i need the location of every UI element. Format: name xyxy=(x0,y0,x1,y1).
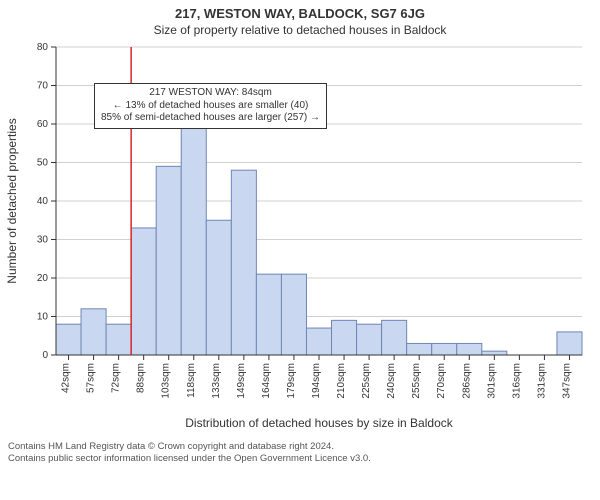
bar xyxy=(81,309,106,355)
annotation-box: 217 WESTON WAY: 84sqm← 13% of detached h… xyxy=(94,83,327,129)
svg-text:20: 20 xyxy=(37,273,49,284)
chart-container: 0 10 20 30 40 50 60 70 80 42sqm 57sqm 72sqm 88sqm 103… xyxy=(0,37,600,437)
bar xyxy=(256,274,281,355)
page-title: 217, WESTON WAY, BALDOCK, SG7 6JG xyxy=(0,6,600,21)
svg-text:331sqm: 331sqm xyxy=(536,363,547,399)
bar xyxy=(382,320,407,355)
bar xyxy=(332,320,357,355)
svg-text:179sqm: 179sqm xyxy=(286,363,297,399)
svg-text:164sqm: 164sqm xyxy=(261,363,272,399)
footer-line-1: Contains HM Land Registry data © Crown c… xyxy=(8,441,592,453)
bar xyxy=(432,343,457,355)
svg-text:301sqm: 301sqm xyxy=(486,363,497,399)
svg-text:50: 50 xyxy=(37,158,49,169)
bar xyxy=(457,343,482,355)
svg-text:240sqm: 240sqm xyxy=(386,363,397,399)
x-axis-label: Distribution of detached houses by size … xyxy=(185,416,453,430)
bar xyxy=(106,324,131,355)
svg-text:42sqm: 42sqm xyxy=(61,363,72,393)
svg-text:270sqm: 270sqm xyxy=(436,363,447,399)
svg-text:70: 70 xyxy=(37,81,49,92)
bar xyxy=(306,328,331,355)
bar xyxy=(557,332,582,355)
bar xyxy=(56,324,81,355)
svg-text:57sqm: 57sqm xyxy=(86,363,97,393)
svg-text:60: 60 xyxy=(37,119,49,130)
attribution-footer: Contains HM Land Registry data © Crown c… xyxy=(0,437,600,466)
bar xyxy=(131,228,156,355)
bar xyxy=(231,170,256,355)
svg-text:210sqm: 210sqm xyxy=(336,363,347,399)
y-axis-label: Number of detached properties xyxy=(5,118,19,283)
annotation-line: 217 WESTON WAY: 84sqm xyxy=(101,87,320,100)
svg-text:225sqm: 225sqm xyxy=(361,363,372,399)
svg-text:40: 40 xyxy=(37,196,49,207)
bar xyxy=(407,343,432,355)
bar xyxy=(281,274,306,355)
bar xyxy=(357,324,382,355)
svg-text:149sqm: 149sqm xyxy=(236,363,247,399)
footer-line-2: Contains public sector information licen… xyxy=(8,453,592,465)
svg-text:118sqm: 118sqm xyxy=(186,363,197,398)
svg-text:30: 30 xyxy=(37,235,49,246)
chart-header: 217, WESTON WAY, BALDOCK, SG7 6JG Size o… xyxy=(0,0,600,37)
annotation-line: ← 13% of detached houses are smaller (40… xyxy=(101,100,320,113)
bar xyxy=(206,220,231,355)
svg-text:10: 10 xyxy=(37,312,49,323)
svg-text:133sqm: 133sqm xyxy=(211,363,222,399)
svg-text:316sqm: 316sqm xyxy=(511,363,522,399)
svg-text:103sqm: 103sqm xyxy=(161,363,172,399)
chart-subtitle: Size of property relative to detached ho… xyxy=(0,23,600,37)
svg-text:88sqm: 88sqm xyxy=(136,363,147,393)
bar xyxy=(482,351,507,355)
bar xyxy=(156,166,181,355)
bar xyxy=(181,120,206,355)
svg-text:80: 80 xyxy=(37,42,49,53)
svg-text:255sqm: 255sqm xyxy=(411,363,422,399)
svg-text:72sqm: 72sqm xyxy=(111,363,122,393)
svg-text:194sqm: 194sqm xyxy=(311,363,322,399)
svg-text:0: 0 xyxy=(42,350,48,361)
annotation-line: 85% of semi-detached houses are larger (… xyxy=(101,112,320,125)
svg-text:347sqm: 347sqm xyxy=(561,363,572,399)
svg-text:286sqm: 286sqm xyxy=(461,363,472,399)
